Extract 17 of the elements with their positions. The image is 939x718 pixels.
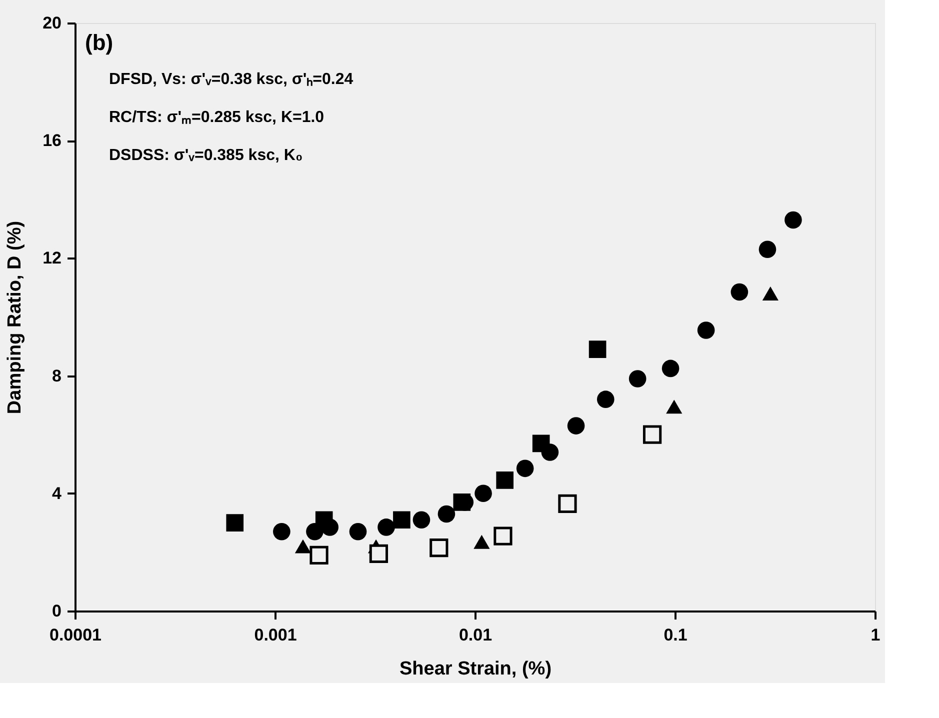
y-tick-label: 4 [52,484,62,503]
x-tick-label: 0.1 [664,626,688,644]
x-axis-title: Shear Strain, (%) [399,658,552,680]
y-tick-label: 20 [42,14,62,32]
annotation: DSDSS: σ'ᵥ=0.385 ksc, K₀ [109,147,303,164]
x-tick-label: 1 [870,626,880,644]
y-axis-title: Damping Ratio, D (%) [4,220,26,414]
x-tick-label: 0.01 [458,626,492,644]
y-tick-label: 8 [52,366,62,386]
y-tick-label: 16 [42,131,62,150]
y-tick-label: 0 [52,602,62,620]
annotation: (b) [85,30,114,55]
y-tick-label: 12 [42,248,62,268]
x-tick-label: 0.0001 [50,626,102,644]
annotation: DFSD, Vs: σ'ᵥ=0.38 ksc, σ'ₕ=0.24 [109,71,354,88]
annotation: RC/TS: σ'ₘ=0.285 ksc, K=1.0 [109,109,324,126]
x-tick-label: 0.001 [254,626,297,644]
